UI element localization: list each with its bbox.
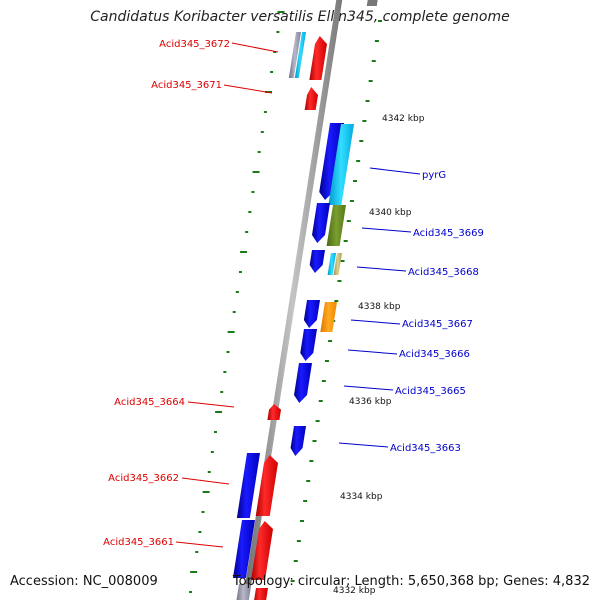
gene-label-acid345-3672: Acid345_3672 (159, 39, 230, 50)
leader-acid345-3663 (338, 442, 389, 448)
gene-block-bottom (236, 584, 251, 600)
leader-acid345-3671 (223, 84, 273, 94)
leader-acid345-3666 (347, 349, 398, 355)
gene-acid345-3668 (309, 250, 325, 273)
cog-strip-cyan (294, 32, 306, 78)
gene-block-bottom-red (254, 588, 268, 600)
gene-acid345-3672 (309, 36, 327, 80)
leader-pyrg (369, 167, 421, 175)
gene-acid345-3665 (294, 363, 312, 403)
forward-gene-labels: Acid345_3672 Acid345_3671 Acid345_3664 A… (103, 39, 230, 548)
cog-strip-3668-tan (333, 253, 342, 275)
gene-acid345-3661-blue (232, 520, 255, 578)
gene-label-acid345-3661: Acid345_3661 (103, 537, 174, 548)
accession-text: Accession: NC_008009 (10, 574, 158, 589)
leader-acid345-3662 (181, 477, 230, 485)
gene-acid345-3662-blue (236, 453, 260, 518)
scale-label-4332: 4332 kbp (333, 586, 376, 596)
label-leader-lines (175, 42, 421, 548)
leader-acid345-3672 (231, 42, 279, 53)
gene-block-top (366, 0, 378, 6)
gc-ticks (189, 11, 382, 593)
gene-acid345-3661 (251, 521, 273, 580)
gene-label-acid345-3671: Acid345_3671 (151, 80, 222, 91)
leader-acid345-3667 (350, 319, 401, 325)
genome-summary-text: Topology: circular; Length: 5,650,368 bp… (232, 574, 590, 589)
scale-label-4340: 4340 kbp (369, 208, 412, 218)
gene-label-acid345-3667: Acid345_3667 (402, 319, 473, 330)
gene-label-acid345-3662: Acid345_3662 (108, 473, 179, 484)
leader-acid345-3665 (343, 385, 394, 391)
gene-label-acid345-3663: Acid345_3663 (390, 443, 461, 454)
gene-acid345-3662 (255, 455, 278, 516)
cog-strip-3669 (326, 205, 346, 246)
gene-acid345-3664 (267, 404, 281, 420)
scale-labels: 4342 kbp 4340 kbp 4338 kbp 4336 kbp 4334… (333, 114, 425, 596)
gene-acid345-3663 (290, 426, 306, 456)
cog-strip-pyrg (328, 124, 354, 205)
gene-pyrg (319, 123, 344, 200)
scale-label-4342: 4342 kbp (382, 114, 425, 124)
cog-strip-grey (288, 32, 301, 78)
leader-acid345-3661 (175, 541, 224, 548)
backbone (242, 0, 343, 600)
gene-label-pyrg: pyrG (422, 170, 446, 181)
gene-features (232, 0, 378, 600)
leader-acid345-3664 (187, 401, 235, 408)
gene-label-acid345-3668: Acid345_3668 (408, 267, 479, 278)
gene-acid345-3666 (300, 329, 317, 361)
gene-label-acid345-3669: Acid345_3669 (413, 228, 484, 239)
gene-acid345-3667 (303, 300, 320, 328)
leader-acid345-3669 (361, 227, 412, 233)
scale-label-4336: 4336 kbp (349, 397, 392, 407)
scale-label-4334: 4334 kbp (340, 492, 383, 502)
leader-acid345-3668 (356, 266, 407, 272)
reverse-gene-labels: pyrG Acid345_3669 Acid345_3668 Acid345_3… (390, 170, 484, 454)
gene-label-acid345-3664: Acid345_3664 (114, 397, 185, 408)
map-title: Candidatus Koribacter versatilis Ellin34… (90, 9, 510, 25)
gene-acid345-3671 (304, 87, 318, 110)
cog-strip-3668-cyan (327, 253, 336, 275)
gene-label-acid345-3665: Acid345_3665 (395, 386, 466, 397)
cog-strip-3667 (320, 302, 337, 332)
gene-acid345-3669 (312, 203, 330, 243)
scale-label-4338: 4338 kbp (358, 302, 401, 312)
gene-label-acid345-3666: Acid345_3666 (399, 349, 470, 360)
